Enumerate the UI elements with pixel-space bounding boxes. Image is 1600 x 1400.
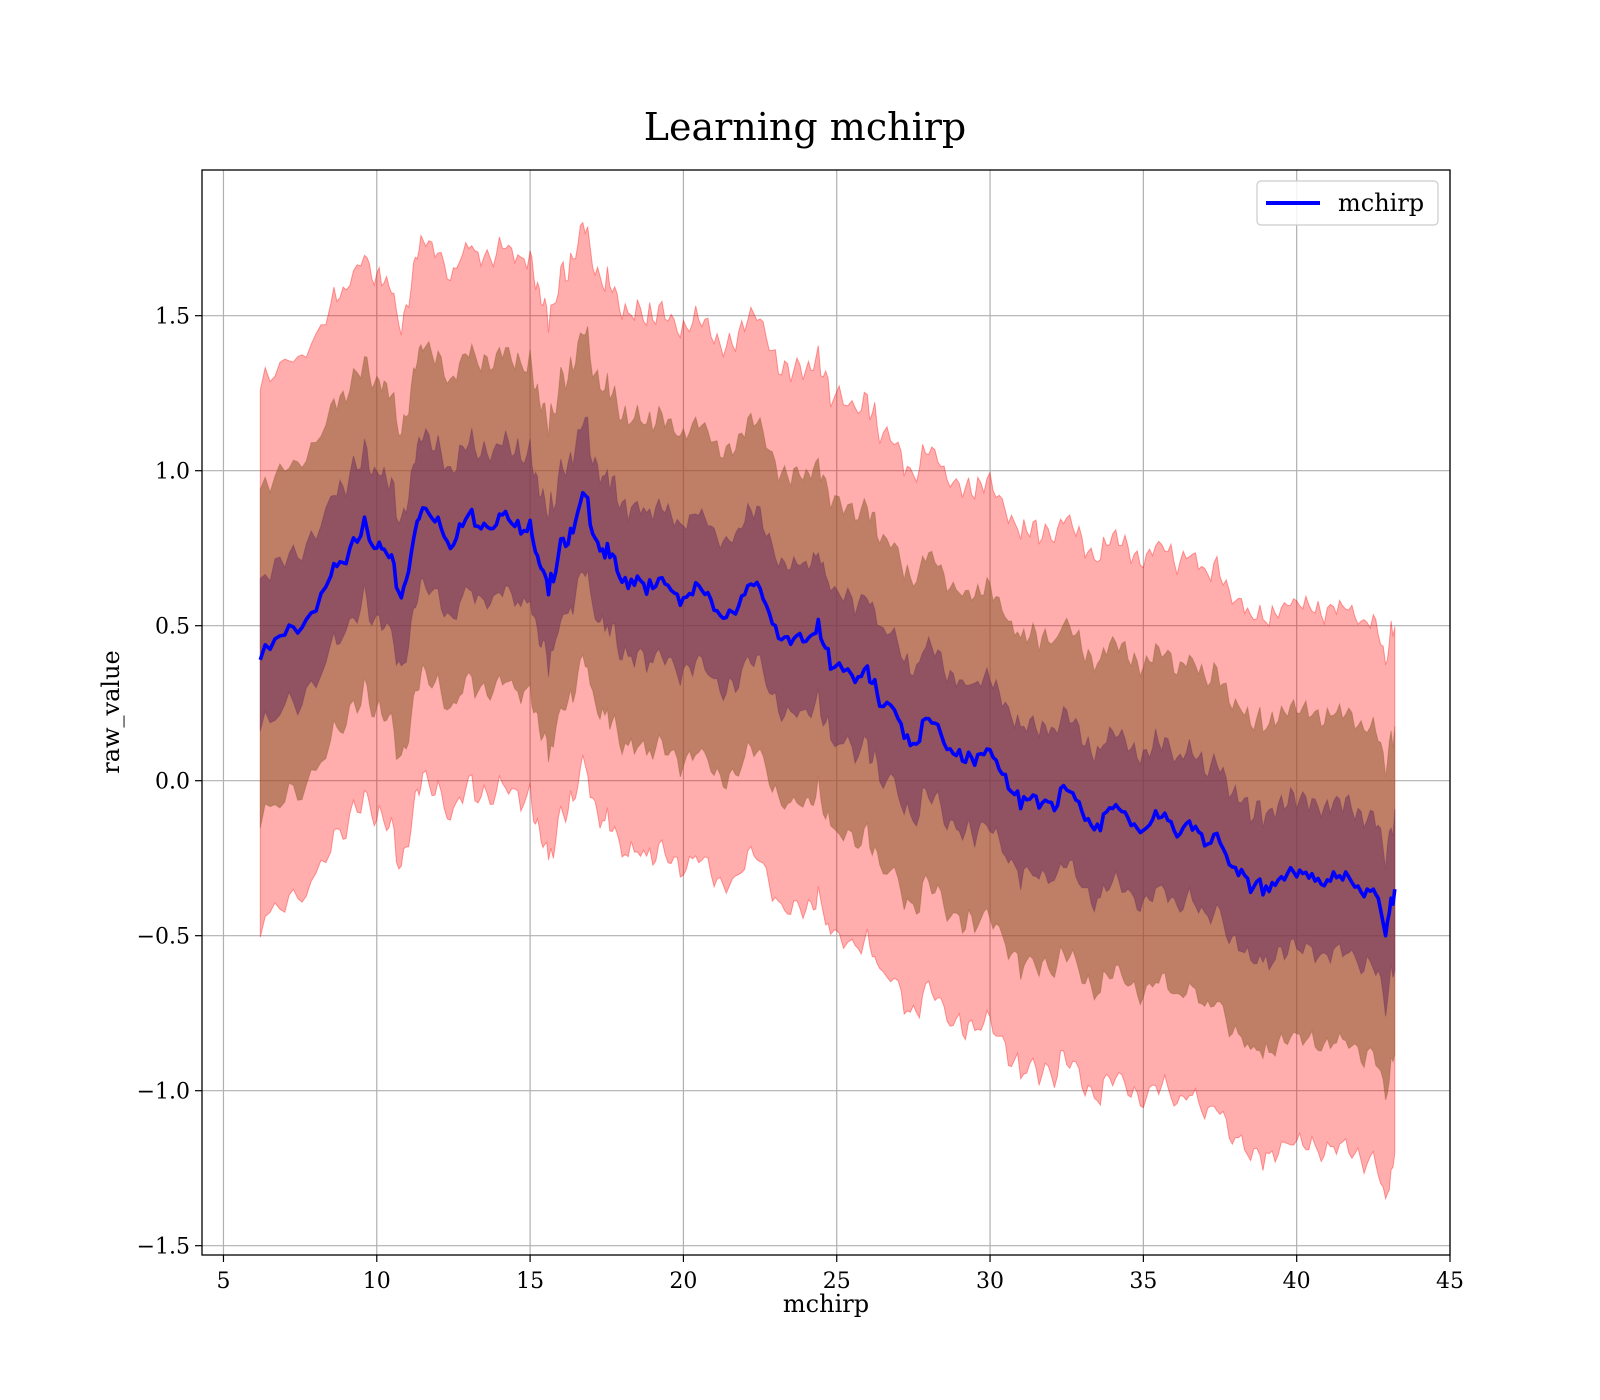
band-layer (259, 221, 1396, 1201)
legend: mchirp (1256, 180, 1439, 226)
x-tick-label: 45 (1436, 1269, 1464, 1294)
y-tick-label: 0.0 (155, 770, 190, 795)
series-line-mchirp (258, 490, 1397, 938)
x-tick-label: 40 (1283, 1269, 1311, 1294)
y-tick-label: −1.0 (137, 1080, 190, 1105)
x-tick-label: 15 (516, 1269, 544, 1294)
x-axis-ticks: 5 10 15 20 25 30 35 40 45 (216, 1255, 1464, 1294)
plot-frame (201, 169, 1451, 1256)
x-tick-label: 35 (1129, 1269, 1157, 1294)
y-tick-label: −0.5 (137, 925, 190, 950)
y-axis-label: raw_value (97, 650, 125, 774)
y-tick-label: 1.0 (155, 460, 190, 485)
legend-box (1256, 180, 1439, 226)
x-tick-label: 20 (669, 1269, 697, 1294)
band-inner (259, 416, 1396, 1017)
legend-entry-mchirp: mchirp (1338, 189, 1424, 217)
y-tick-label: −1.5 (137, 1235, 190, 1260)
x-tick-label: 25 (823, 1269, 851, 1294)
line-layer (258, 490, 1397, 938)
y-tick-label: 1.5 (155, 305, 190, 330)
chart-title: Learning mchirp (644, 105, 966, 149)
x-tick-label: 30 (976, 1269, 1004, 1294)
x-tick-label: 10 (363, 1269, 391, 1294)
y-axis-ticks: −1.5 −1.0 −0.5 0.0 0.5 1.0 1.5 (137, 305, 202, 1260)
x-axis-label: mchirp (783, 1290, 869, 1318)
y-tick-label: 0.5 (155, 615, 190, 640)
x-tick-label: 5 (216, 1269, 230, 1294)
